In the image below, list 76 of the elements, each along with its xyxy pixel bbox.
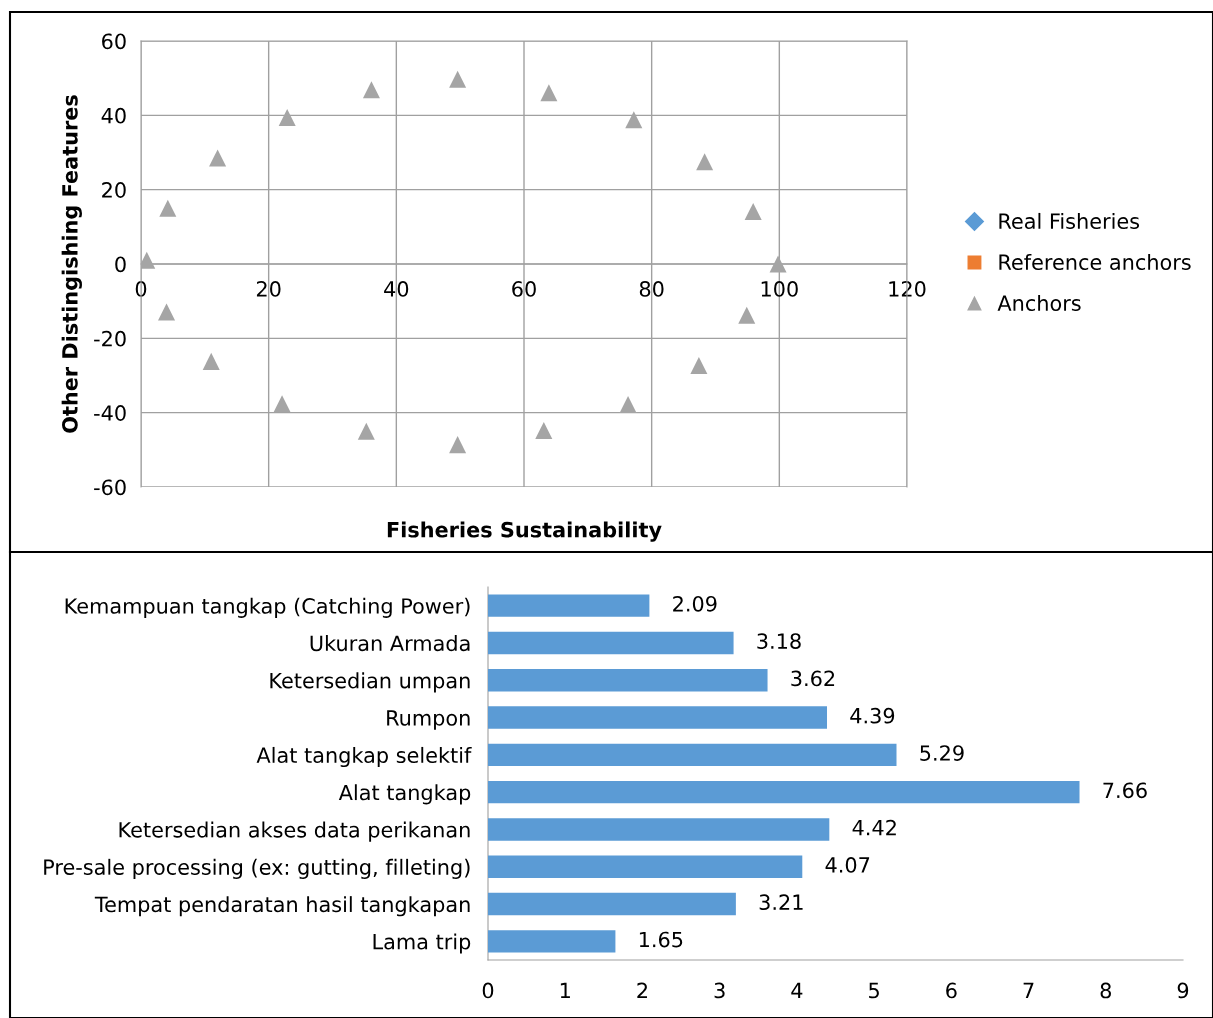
x-tick-label: 0: [482, 982, 494, 999]
point: [540, 84, 558, 102]
x-tick-label: 60: [512, 281, 536, 297]
point: [278, 109, 296, 127]
bar: [488, 930, 616, 953]
point: [158, 303, 176, 321]
data-label: 4.42: [852, 819, 896, 836]
legend-label: Anchors: [997, 294, 1081, 312]
y-tick-label: 0: [115, 256, 126, 273]
y-axis-title: Other Distingishing Features: [61, 95, 82, 433]
y-tick-label: Kemampuan tangkap (Catching Power): [65, 597, 470, 618]
y-tick-label: 60: [102, 33, 126, 50]
bar: [488, 743, 897, 767]
point: [625, 111, 643, 129]
x-tick-label: 8: [1100, 982, 1111, 999]
point: [744, 203, 762, 221]
y-tick-label: Tempat pendaratan hasil tangkapan: [94, 896, 470, 917]
y-tick-label: Ukuran Armada: [310, 635, 470, 652]
bar: [488, 706, 828, 729]
bar: [488, 892, 736, 916]
data-label: 4.39: [850, 707, 895, 724]
legend-label: Reference anchors: [999, 253, 1191, 271]
point: [738, 306, 756, 324]
bar: [488, 594, 650, 617]
data-label: 3.62: [791, 670, 835, 687]
data-label: 1.65: [639, 931, 683, 948]
data-label: 7.66: [1103, 782, 1147, 799]
point: [690, 356, 708, 374]
point: [449, 436, 467, 454]
x-tick-label: 100: [761, 281, 798, 297]
y-tick-label: Rumpon: [387, 710, 470, 730]
point: [357, 422, 375, 440]
data-label: 4.07: [825, 857, 870, 873]
legend-label: Real Fisheries: [999, 212, 1140, 230]
point: [209, 149, 227, 167]
bar: [488, 818, 830, 841]
point: [696, 153, 714, 171]
data-label: 2.09: [673, 595, 717, 612]
bar: [488, 855, 803, 878]
x-tick-label: 3: [714, 982, 725, 999]
y-tick-label: Alat tangkap: [338, 784, 471, 805]
y-tick-label: -40: [94, 405, 126, 421]
point: [202, 352, 220, 370]
y-tick-label: Alat tangkap selektif: [256, 746, 472, 768]
point: [535, 422, 553, 440]
x-tick-label: 4: [791, 982, 803, 999]
point: [769, 255, 787, 273]
bar: [488, 631, 734, 655]
x-tick-label: 80: [639, 281, 664, 297]
y-tick-label: Pre-sale processing (ex: gutting, filleting): [44, 858, 470, 879]
data-label: 3.18: [757, 633, 801, 649]
x-tick-label: 9: [1177, 982, 1189, 999]
data-label: 3.21: [759, 894, 803, 911]
x-axis-title: Fisheries Sustainability: [387, 521, 662, 542]
y-tick-label: Ketersedian akses data perikanan: [119, 821, 470, 842]
point: [273, 395, 291, 413]
y-tick-label: Ketersedian umpan: [270, 672, 470, 693]
y-tick-label: Lama trip: [373, 933, 471, 954]
point: [159, 199, 177, 217]
bar: [488, 780, 1080, 804]
point: [449, 70, 467, 88]
y-tick-label: -60: [94, 479, 126, 496]
x-tick-label: 0: [135, 281, 147, 297]
y-tick-label: 40: [101, 107, 126, 124]
data-label: 5.29: [920, 745, 964, 761]
bar: [488, 669, 768, 692]
x-tick-label: 5: [869, 982, 879, 999]
point: [362, 81, 380, 99]
x-tick-label: 2: [637, 982, 647, 999]
point: [619, 395, 637, 413]
x-tick-label: 7: [1023, 982, 1034, 999]
y-tick-label: -20: [94, 330, 126, 347]
x-tick-label: 120: [889, 281, 926, 297]
x-tick-label: 1: [560, 982, 570, 999]
y-tick-label: 20: [102, 182, 126, 198]
x-tick-label: 6: [946, 982, 957, 999]
